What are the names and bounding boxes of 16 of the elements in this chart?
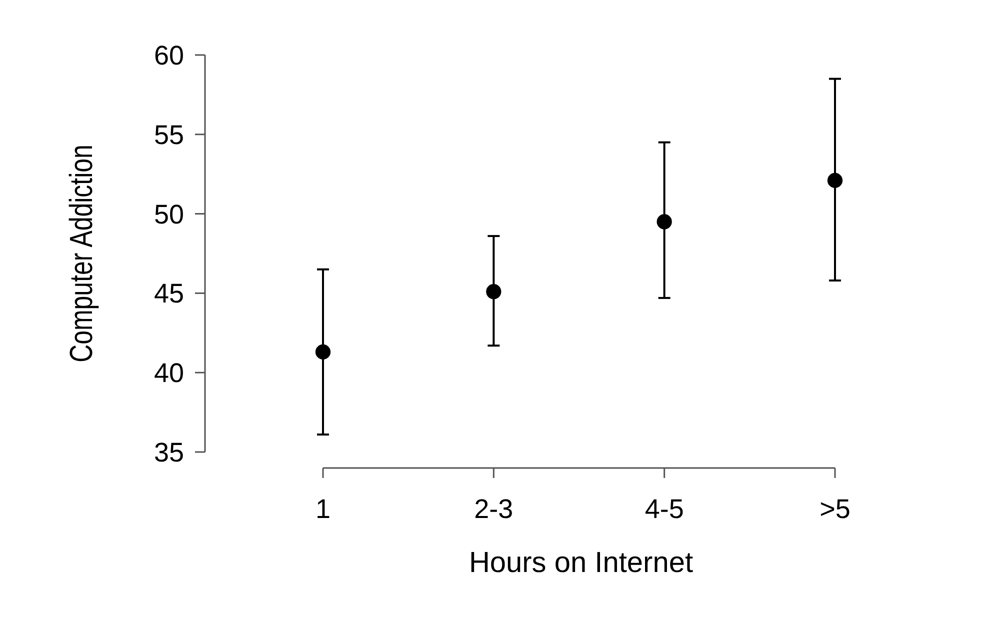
y-tick-label: 35 [154,437,184,468]
point [827,172,843,188]
x-tick-label: 4-5 [644,494,684,524]
y-tick-label: 60 [154,40,184,70]
point [656,214,672,230]
x-tick-label: >5 [820,494,850,524]
point [486,284,502,300]
y-tick-label: 50 [154,199,184,230]
y-tick-label: 45 [154,278,184,309]
x-tick-label: 2-3 [474,494,514,524]
y-tick-label: 55 [154,120,184,150]
y-axis-title: Computer Addiction [64,144,100,362]
y-tick-label: 40 [154,358,184,388]
x-axis-title: Hours on Internet [468,547,694,579]
x-tick-label: 1 [315,494,331,524]
point [315,344,331,360]
